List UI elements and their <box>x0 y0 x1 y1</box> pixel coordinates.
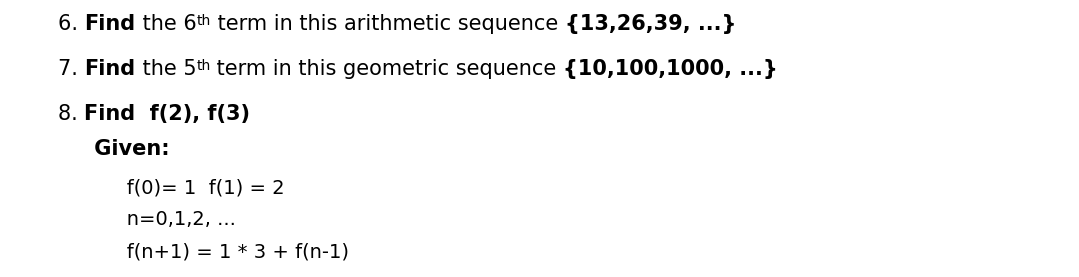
Text: Find: Find <box>84 14 136 34</box>
Text: the 6: the 6 <box>136 14 196 34</box>
Text: the 5: the 5 <box>136 59 196 79</box>
Text: 8.: 8. <box>58 104 84 124</box>
Text: th: th <box>196 14 210 28</box>
Text: 6.: 6. <box>58 14 84 34</box>
Text: Find: Find <box>84 59 136 79</box>
Text: {10,100,1000, ...}: {10,100,1000, ...} <box>563 59 778 79</box>
Text: term in this geometric sequence: term in this geometric sequence <box>210 59 563 79</box>
Text: 7.: 7. <box>58 59 84 79</box>
Text: term in this arithmetic sequence: term in this arithmetic sequence <box>210 14 564 34</box>
Text: th: th <box>196 59 210 73</box>
Text: {13,26,39, ...}: {13,26,39, ...} <box>564 14 736 34</box>
Text: f(0)= 1  f(1) = 2: f(0)= 1 f(1) = 2 <box>58 178 285 197</box>
Text: f(n+1) = 1 * 3 + f(n-1): f(n+1) = 1 * 3 + f(n-1) <box>58 242 349 261</box>
Text: n=0,1,2, ...: n=0,1,2, ... <box>58 210 236 229</box>
Text: Find  f(2), f(3): Find f(2), f(3) <box>84 104 250 124</box>
Text: Given:: Given: <box>58 139 169 159</box>
